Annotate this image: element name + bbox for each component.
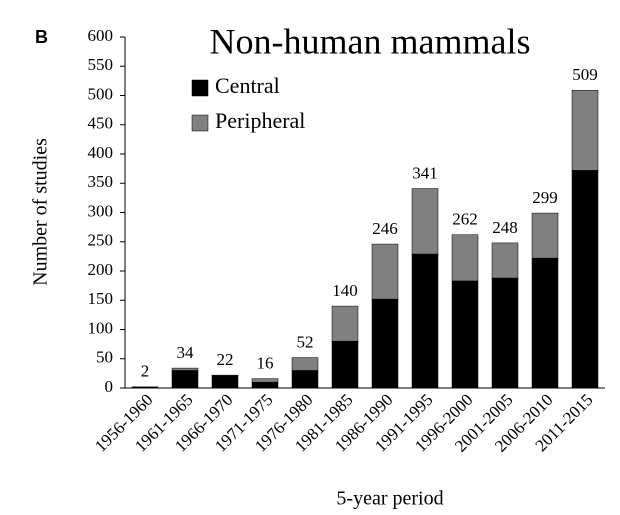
- total-label: 22: [217, 350, 234, 369]
- legend-swatch: [191, 79, 209, 97]
- total-label: 16: [257, 354, 274, 373]
- bar-segment: [331, 340, 359, 389]
- bar-segment: [571, 89, 599, 171]
- y-tick-label: 100: [88, 318, 114, 337]
- y-tick-label: 550: [88, 55, 114, 74]
- bar-segment: [251, 381, 279, 389]
- total-label: 299: [532, 188, 558, 207]
- legend-label: Central: [215, 73, 280, 98]
- legend-label: Peripheral: [215, 108, 305, 133]
- bar-segment: [371, 243, 399, 300]
- y-tick-label: 250: [88, 231, 114, 250]
- bar-segment: [211, 374, 239, 376]
- total-label: 34: [177, 343, 195, 362]
- bar-segment: [291, 370, 319, 389]
- bar-segment: [491, 242, 519, 279]
- y-tick-label: 450: [88, 114, 114, 133]
- y-tick-label: 0: [105, 377, 114, 396]
- total-label: 262: [452, 210, 478, 229]
- total-label: 246: [372, 219, 398, 238]
- y-tick-label: 150: [88, 289, 114, 308]
- legend-swatch: [191, 114, 209, 132]
- y-axis-title: Number of studies: [30, 138, 52, 286]
- y-tick-label: 500: [88, 84, 114, 103]
- bar-segment: [411, 253, 439, 389]
- bar-segment: [291, 357, 319, 371]
- chart-title: Non-human mammals: [210, 21, 531, 61]
- bar-segment: [331, 305, 359, 342]
- bar-segment: [251, 378, 279, 383]
- total-label: 248: [492, 218, 518, 237]
- bar-segment: [411, 188, 439, 255]
- bar-segment: [571, 170, 599, 389]
- y-tick-label: 300: [88, 201, 114, 220]
- y-tick-label: 50: [96, 348, 113, 367]
- bar-segment: [211, 375, 239, 389]
- bar-segment: [451, 234, 479, 282]
- y-tick-label: 600: [88, 26, 114, 45]
- bar-segment: [171, 367, 199, 371]
- total-label: 140: [332, 281, 358, 300]
- total-label: 341: [412, 163, 438, 182]
- total-label: 52: [297, 332, 314, 351]
- x-axis-title: 5-year period: [336, 488, 443, 510]
- bar-segment: [491, 277, 519, 389]
- panel-label: B: [35, 27, 48, 47]
- bar-segment: [171, 370, 199, 389]
- bar-segment: [371, 298, 399, 389]
- y-tick-label: 200: [88, 260, 114, 279]
- bar-segment: [451, 280, 479, 389]
- bar-segment: [531, 257, 559, 389]
- y-tick-label: 400: [88, 143, 114, 162]
- y-tick-label: 350: [88, 172, 114, 191]
- total-label: 2: [141, 362, 150, 381]
- bar-segment: [531, 212, 559, 259]
- bar-segment: [131, 386, 159, 389]
- total-label: 509: [572, 65, 598, 84]
